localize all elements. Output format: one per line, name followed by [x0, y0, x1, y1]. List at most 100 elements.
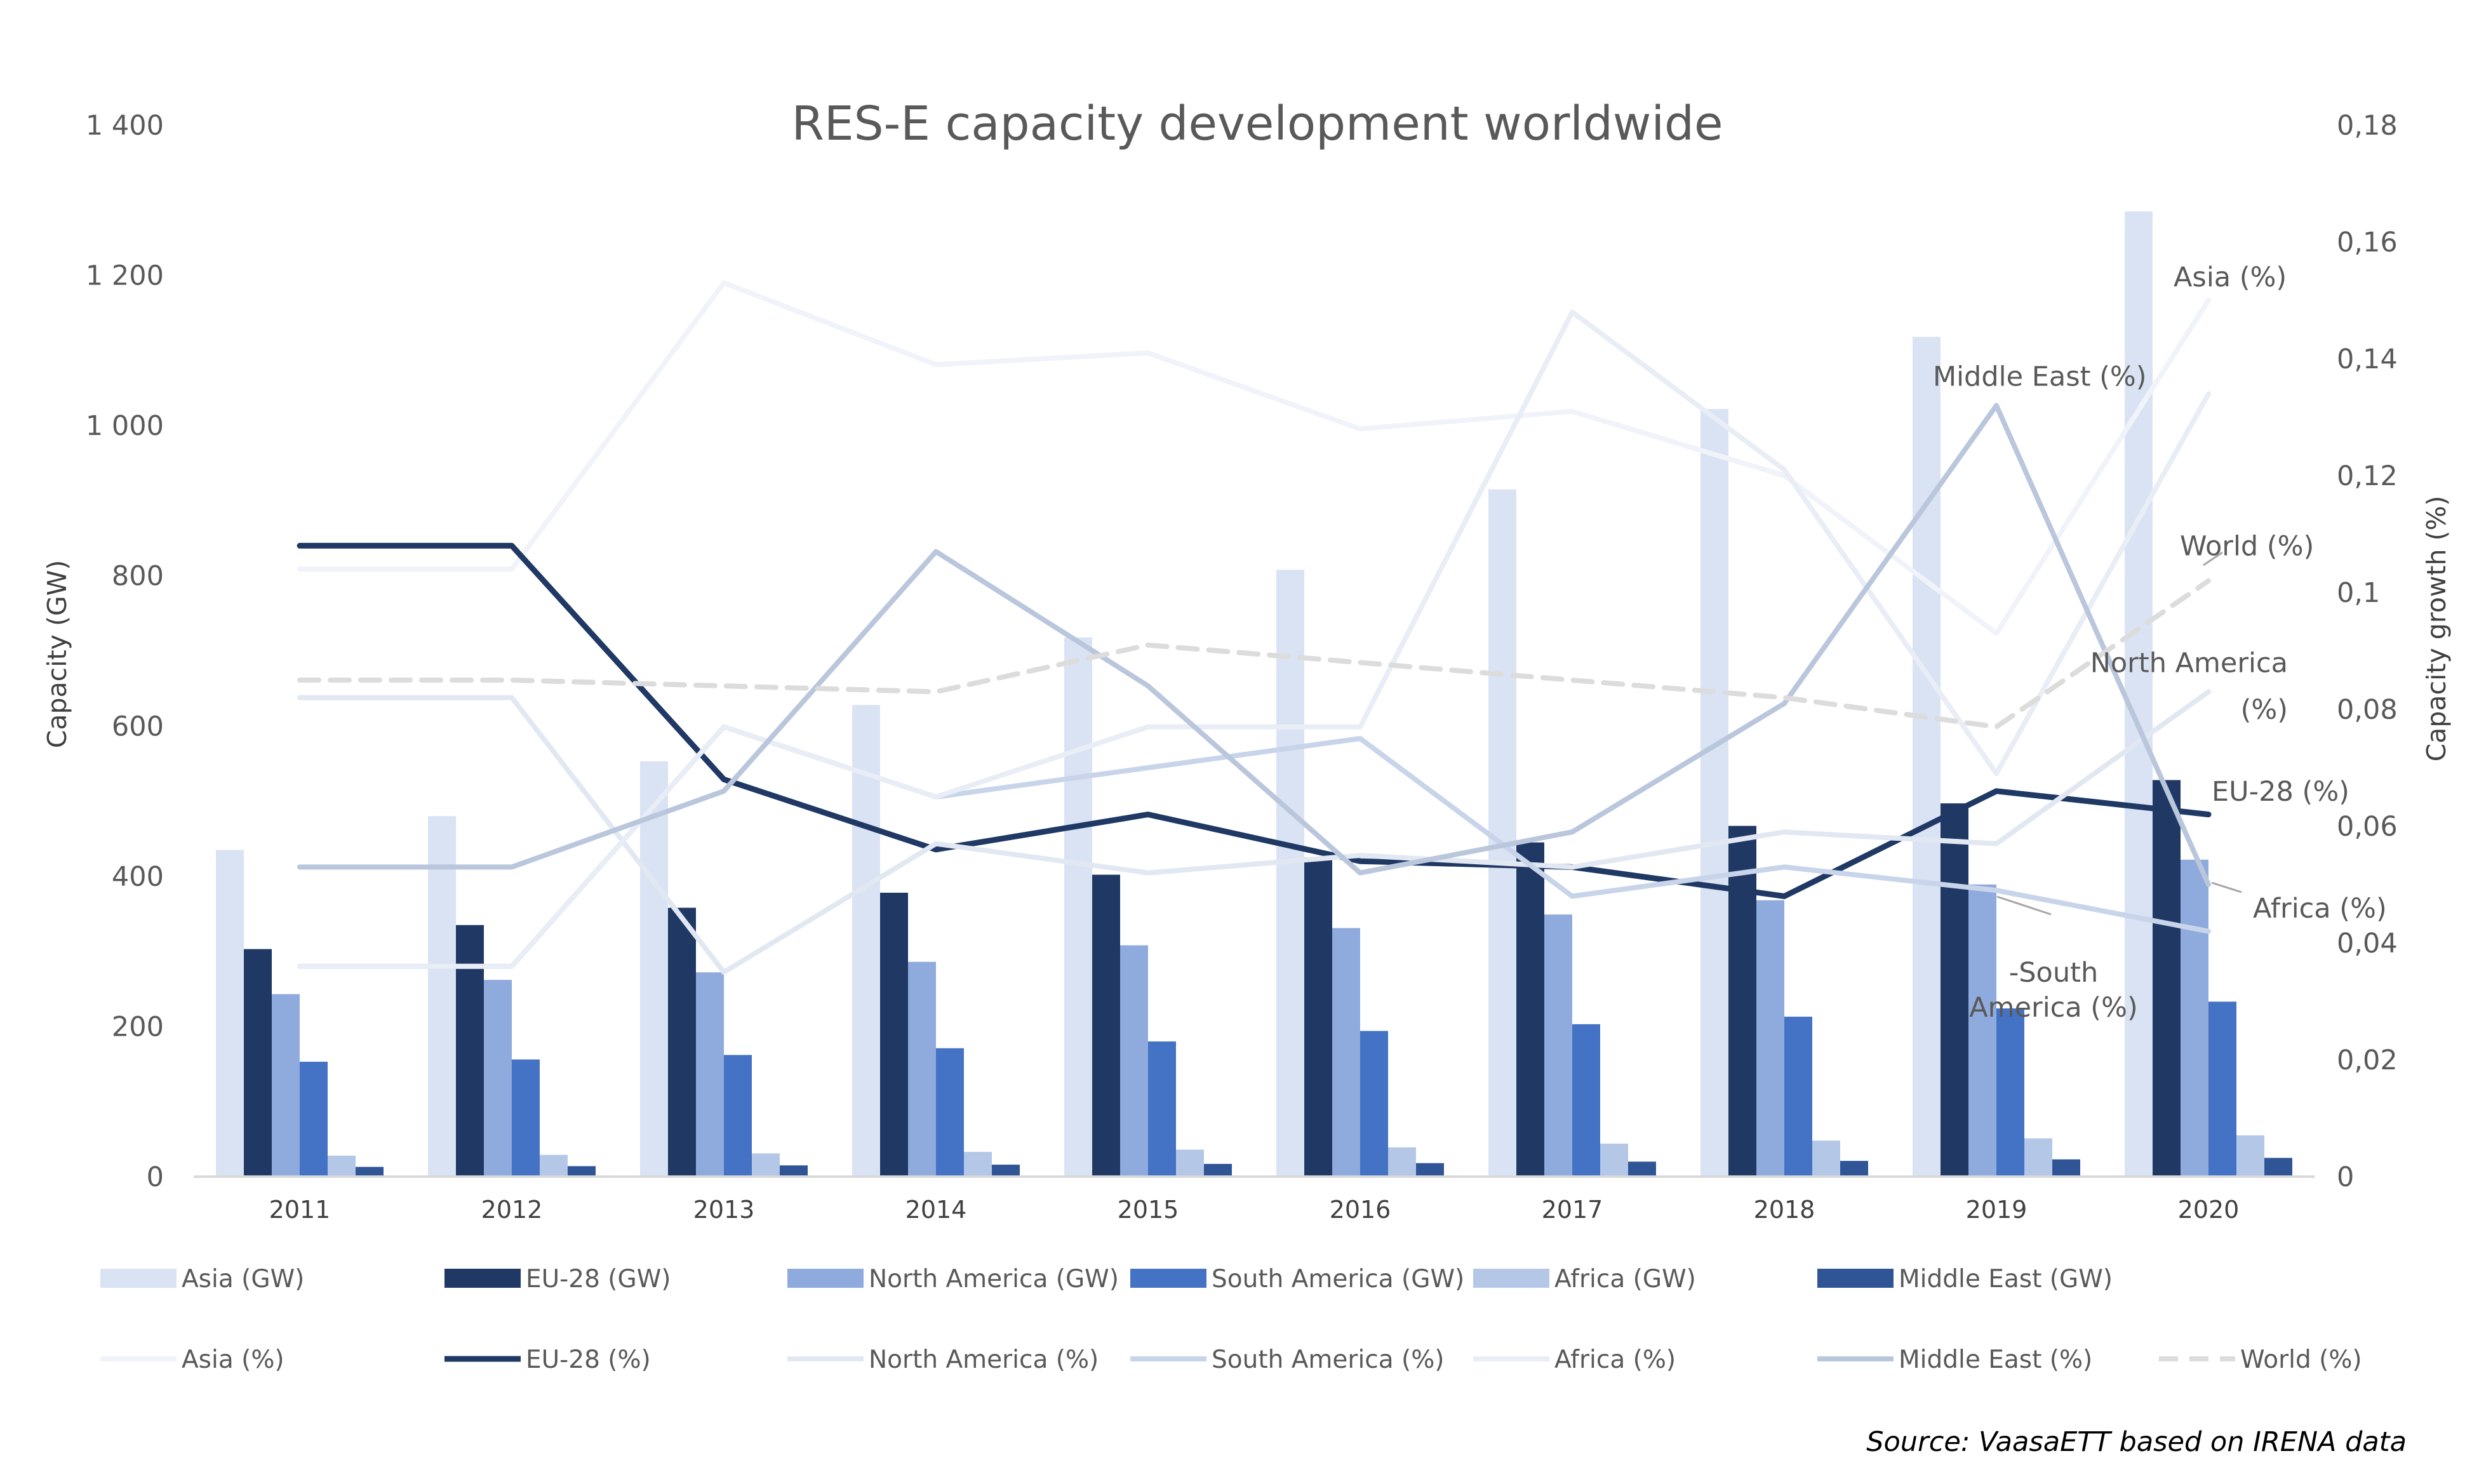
- bar-africa-gw-2015: [1176, 1149, 1204, 1177]
- bars-layer: [216, 211, 2292, 1177]
- x-tick-label: 2012: [481, 1196, 543, 1224]
- line-eu-28: [297, 542, 2212, 899]
- legend-label: World (%): [2240, 1346, 2362, 1374]
- bar-africa-gw-2020: [2236, 1135, 2264, 1177]
- bar-south-america-gw-2020: [2208, 1001, 2236, 1177]
- y-tick-label: 1 400: [86, 110, 164, 142]
- bar-middle-east-gw-2014: [992, 1165, 1020, 1177]
- bar-africa-gw-2017: [1600, 1143, 1628, 1177]
- x-tick-label: 2013: [693, 1196, 755, 1224]
- bar-north-america-gw-2014: [908, 961, 936, 1177]
- bar-africa-gw-2018: [1812, 1140, 1840, 1177]
- y-tick-label: 800: [112, 561, 164, 592]
- legend-swatch-middle-east-gw: [1817, 1269, 1894, 1288]
- line-labels-layer: Asia (%) Middle East (%) World (%) North Am…: [1933, 262, 2387, 1024]
- legend-swatch-eu-28-gw: [444, 1269, 521, 1288]
- y2-tick-label: 0: [2337, 1161, 2354, 1193]
- bar-north-america-gw-2013: [696, 972, 724, 1177]
- line-north-america: [297, 689, 2211, 975]
- legend-label: Africa (GW): [1554, 1265, 1696, 1293]
- y-tick-label: 400: [112, 861, 164, 893]
- bar-eu-28-gw-2019: [1941, 803, 1968, 1177]
- y2-tick-label: 0,16: [2337, 227, 2398, 258]
- south-america-leader-line: [1996, 895, 2052, 916]
- bar-asia-gw-2016: [1276, 570, 1304, 1177]
- legend-label: Middle East (%): [1899, 1346, 2092, 1374]
- line-africa: [297, 309, 2211, 969]
- bar-asia-gw-2012: [428, 816, 456, 1177]
- bar-north-america-gw-2011: [272, 994, 300, 1177]
- bar-middle-east-gw-2011: [356, 1166, 384, 1177]
- bar-asia-gw-2014: [852, 705, 880, 1177]
- bar-middle-east-gw-2016: [1416, 1163, 1444, 1177]
- line-label: Africa (%): [2253, 893, 2387, 925]
- line-middle-east: [297, 403, 2211, 887]
- bar-eu-28-gw-2018: [1728, 826, 1756, 1177]
- bar-asia-gw-2019: [1913, 337, 1941, 1177]
- lines-layer: [297, 280, 2212, 975]
- y-tick-label: 1 000: [86, 410, 164, 442]
- bar-south-america-gw-2016: [1360, 1031, 1388, 1177]
- bar-asia-gw-2020: [2125, 211, 2153, 1177]
- line-label: EU-28 (%): [2212, 776, 2349, 808]
- bar-eu-28-gw-2020: [2153, 780, 2181, 1177]
- line-label: Middle East (%): [1933, 361, 2147, 393]
- line-label: (%): [2241, 694, 2288, 726]
- bar-eu-28-gw-2016: [1304, 857, 1332, 1177]
- bar-north-america-gw-2018: [1756, 900, 1784, 1177]
- bar-north-america-gw-2012: [484, 980, 512, 1177]
- bar-africa-gw-2011: [328, 1155, 356, 1177]
- bar-eu-28-gw-2015: [1092, 874, 1120, 1177]
- bar-north-america-gw-2020: [2181, 859, 2208, 1177]
- ticks-layer: 0 200 400 600 800 1 000 1 200 1 400 0 0,02 0,04 0,0…: [86, 110, 2398, 1224]
- legend-label: North America (GW): [869, 1265, 1119, 1293]
- bar-middle-east-gw-2017: [1628, 1161, 1656, 1177]
- y2-tick-label: 0,02: [2337, 1045, 2398, 1076]
- y-tick-label: 600: [112, 711, 164, 742]
- bar-south-america-gw-2018: [1784, 1017, 1812, 1177]
- y2-tick-label: 0,14: [2337, 344, 2398, 375]
- x-tick-label: 2016: [1330, 1196, 1391, 1224]
- bar-north-america-gw-2017: [1544, 914, 1572, 1177]
- bar-eu-28-gw-2017: [1516, 842, 1544, 1177]
- legend-swatch-asia-gw: [100, 1269, 177, 1288]
- x-tick-label: 2015: [1118, 1196, 1179, 1224]
- bar-asia-gw-2018: [1700, 409, 1728, 1177]
- x-tick-label: 2018: [1754, 1196, 1815, 1224]
- legend-label: Asia (GW): [182, 1265, 304, 1293]
- bar-middle-east-gw-2018: [1840, 1161, 1868, 1177]
- y-tick-label: 0: [147, 1161, 164, 1193]
- line-label: World (%): [2180, 530, 2314, 562]
- bar-eu-28-gw-2013: [668, 907, 696, 1177]
- bar-africa-gw-2013: [752, 1153, 780, 1177]
- legend-swatch-africa-gw: [1473, 1269, 1549, 1288]
- y2-tick-label: 0,08: [2337, 694, 2398, 726]
- bar-south-america-gw-2019: [1996, 1008, 2024, 1177]
- y2-tick-label: 0,12: [2337, 460, 2398, 492]
- bar-south-america-gw-2014: [936, 1048, 964, 1177]
- x-tick-label: 2014: [905, 1196, 967, 1224]
- x-tick-label: 2019: [1966, 1196, 2028, 1224]
- legend-label: Middle East (GW): [1899, 1265, 2113, 1293]
- line-label: North America: [2090, 647, 2288, 679]
- bar-eu-28-gw-2012: [456, 925, 484, 1177]
- line-label: Asia (%): [2174, 262, 2287, 293]
- africa-leader-line: [2211, 881, 2242, 893]
- legend-swatch-north-america-gw: [787, 1269, 864, 1288]
- legend-swatch-south-america-gw: [1130, 1269, 1206, 1288]
- y-axis-title: Capacity (GW): [42, 560, 72, 749]
- bar-middle-east-gw-2013: [780, 1165, 808, 1177]
- bar-asia-gw-2017: [1488, 489, 1516, 1177]
- bar-south-america-gw-2013: [724, 1055, 752, 1177]
- chart-title: RES-E capacity development worldwide: [791, 97, 1723, 151]
- y-tick-label: 200: [112, 1011, 164, 1043]
- legend-label: South America (%): [1212, 1346, 1445, 1374]
- bar-north-america-gw-2015: [1120, 945, 1148, 1177]
- bar-asia-gw-2013: [640, 761, 668, 1177]
- bar-eu-28-gw-2011: [244, 949, 272, 1177]
- bar-eu-28-gw-2014: [880, 892, 908, 1177]
- y2-tick-label: 0,04: [2337, 928, 2398, 959]
- line-world: [297, 578, 2211, 730]
- bar-south-america-gw-2017: [1572, 1024, 1600, 1177]
